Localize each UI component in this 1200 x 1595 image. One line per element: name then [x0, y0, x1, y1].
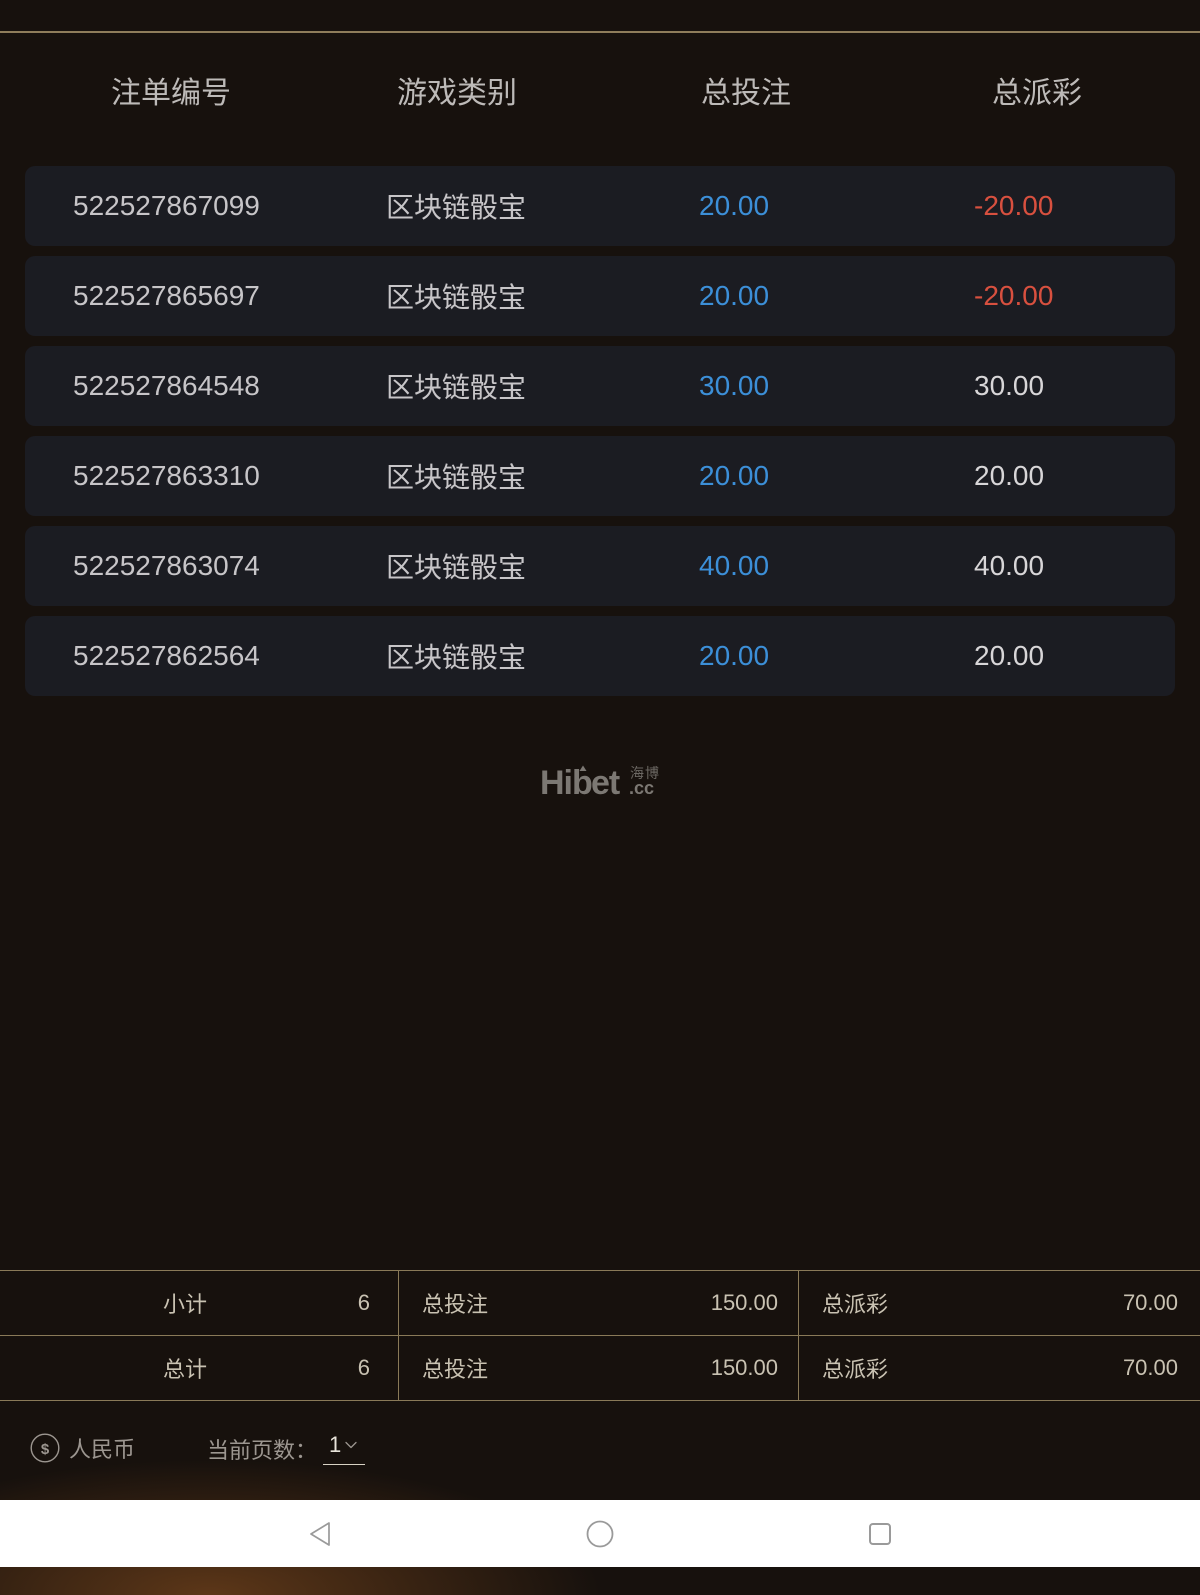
svg-text:海博: 海博: [630, 765, 660, 782]
svg-text:et: et: [591, 764, 620, 802]
svg-text:$: $: [41, 1441, 50, 1458]
